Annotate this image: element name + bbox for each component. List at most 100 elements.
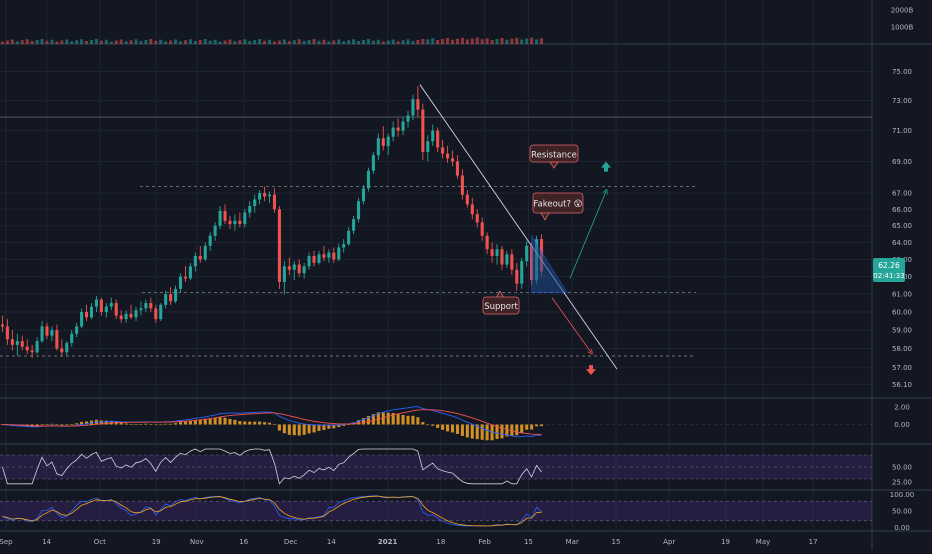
candle-body [381, 138, 385, 146]
macd-histogram-bar [500, 424, 504, 439]
macd-histogram-bar [213, 418, 217, 425]
candle-body [203, 245, 207, 260]
time-tick-label: 17 [809, 538, 818, 546]
volume-bar [357, 41, 361, 44]
support-callout[interactable]: Support [482, 290, 520, 315]
candle-body [183, 276, 187, 279]
stochastic-tick-label: 0.00 [894, 524, 910, 532]
bearish-projection-arrow[interactable] [551, 297, 591, 353]
volume-bar [144, 40, 148, 44]
candle-body [109, 303, 113, 307]
volume-pane [0, 37, 544, 44]
macd-histogram-bar [411, 415, 415, 425]
volume-bar [89, 40, 94, 44]
fakeout-callout[interactable]: Fakeout? 😲 [532, 192, 584, 221]
candle-body [441, 147, 445, 154]
candle-body [307, 256, 311, 267]
stochastic-band [0, 501, 872, 521]
macd-histogram-bar [89, 420, 94, 425]
candle-body [55, 330, 59, 349]
candle-body [272, 194, 277, 210]
candle-body [213, 225, 217, 236]
candle-body [485, 235, 489, 250]
time-axis[interactable]: Sep 14 Oct 19 Nov 16 Dec 14 2021 18 Feb 15 Mar 15 Apr 1… [0, 538, 818, 546]
macd-histogram-bar [357, 420, 361, 425]
macd-histogram-bar [312, 424, 316, 433]
resistance-callout[interactable]: Resistance [529, 144, 579, 169]
volume-bar [352, 39, 356, 44]
volume-bar [510, 38, 514, 44]
volume-bar [342, 41, 346, 44]
volume-bar [70, 41, 74, 44]
candle-body [520, 261, 524, 284]
candle-body [411, 99, 415, 116]
candle-body [233, 220, 237, 225]
price-tick-label: 58.00 [892, 345, 912, 353]
volume-bar [213, 39, 217, 44]
macd-histogram-bar [50, 423, 54, 425]
volume-bar [183, 40, 187, 44]
bullish-projection-arrow[interactable] [569, 191, 606, 279]
volume-bar [253, 40, 257, 44]
candle-body [450, 158, 455, 162]
macd-histogram-bar [381, 412, 385, 425]
candle-body [361, 188, 366, 202]
time-tick-label: 15 [612, 538, 621, 546]
volume-bar [0, 41, 5, 44]
macd-histogram-bar [258, 421, 262, 425]
time-tick-label: 15 [524, 538, 533, 546]
volume-bar [416, 40, 420, 44]
volume-bar [30, 41, 34, 44]
macd-histogram-bar [282, 424, 286, 434]
volume-bar [282, 39, 286, 44]
volume-bar [243, 39, 247, 44]
time-tick-label: 2021 [378, 538, 398, 546]
volume-bar [465, 39, 469, 44]
candle-body [248, 206, 252, 213]
volume-bar [386, 40, 390, 44]
candle-body [297, 264, 301, 274]
volume-bar [124, 41, 128, 44]
volume-bar [263, 40, 267, 44]
macd-histogram-bar [267, 422, 272, 425]
price-tick-label: 75.00 [892, 68, 912, 76]
macd-histogram-bar [505, 424, 509, 437]
candle-body [149, 303, 153, 309]
volume-bar [327, 41, 331, 44]
candle-body [144, 303, 148, 309]
macd-histogram-bar [164, 423, 168, 425]
macd-histogram-bar [70, 424, 74, 425]
candle-body [416, 99, 420, 110]
descending-trendline[interactable] [419, 84, 618, 370]
volume-bar [50, 39, 54, 44]
wedge-pattern[interactable] [531, 234, 568, 293]
macd-histogram-bar [193, 419, 197, 425]
candle-body [94, 299, 98, 307]
volume-bar [267, 39, 272, 44]
macd-histogram-bar [80, 421, 84, 425]
volume-bar [406, 39, 410, 44]
candle-body [0, 324, 5, 327]
candle-body [475, 214, 479, 223]
support-label: Support [484, 302, 518, 312]
volume-bar [480, 39, 484, 44]
macd-histogram-bar [470, 424, 474, 439]
volume-bar [218, 41, 222, 44]
macd-histogram-bar [347, 424, 351, 425]
volume-bar [337, 39, 341, 44]
volume-bar [114, 40, 118, 44]
resistance-label: Resistance [531, 151, 577, 161]
macd-histogram-bar [0, 424, 5, 426]
macd-histogram-bar [297, 424, 301, 436]
macd-histogram-bar [263, 422, 267, 425]
macd-histogram-bar [396, 414, 400, 425]
drawings-layer [419, 84, 618, 376]
macd-histogram-bar [485, 424, 489, 441]
stochastic-k-line [2, 495, 542, 527]
price-tick-label: 56.10 [892, 381, 912, 389]
macd-histogram-bar [203, 419, 207, 425]
grid-layer [0, 0, 872, 531]
stochastic-tick-label: 50.00 [892, 507, 912, 515]
macd-histogram-bar [292, 424, 296, 436]
